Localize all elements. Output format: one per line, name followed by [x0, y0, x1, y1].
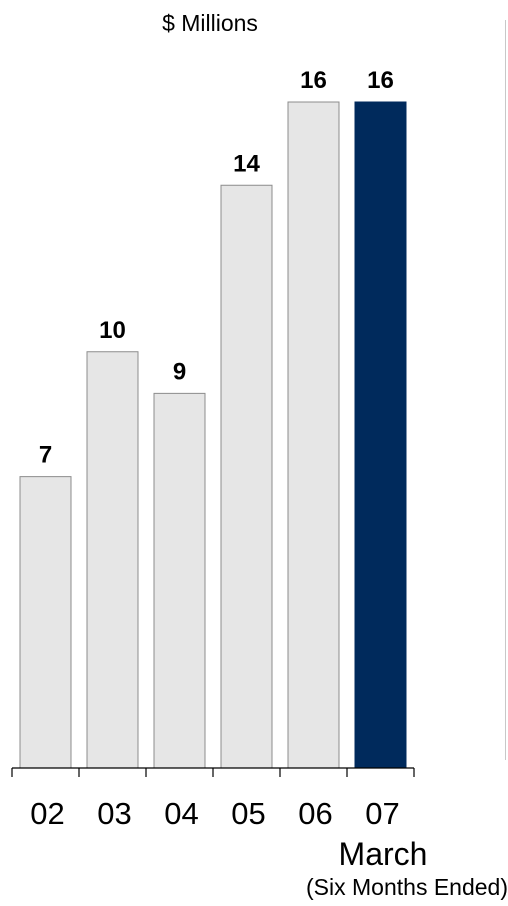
bar-04: [153, 392, 206, 769]
tick-label-07: 07: [365, 796, 399, 831]
bar-02: [19, 476, 72, 769]
bar-05: [220, 184, 273, 769]
tick-label-02: 02: [30, 796, 64, 831]
divider-line: [505, 20, 506, 760]
bar-07: [354, 101, 407, 769]
data-label-05: 14: [233, 150, 260, 177]
data-label-06: 16: [300, 67, 327, 94]
tick-label-03: 03: [97, 796, 131, 831]
tick-label-04: 04: [164, 796, 198, 831]
data-label-02: 7: [39, 442, 52, 469]
bar-03: [86, 351, 139, 769]
data-label-07: 16: [367, 67, 394, 94]
unit-label: $ Millions: [162, 10, 258, 36]
x-axis-title: March: [338, 836, 428, 872]
data-label-04: 9: [173, 358, 186, 385]
bar-06: [287, 101, 340, 769]
data-label-03: 10: [99, 317, 126, 344]
tick-label-05: 05: [231, 796, 265, 831]
x-axis-subtitle: (Six Months Ended): [306, 874, 508, 900]
tick-label-06: 06: [298, 796, 332, 831]
